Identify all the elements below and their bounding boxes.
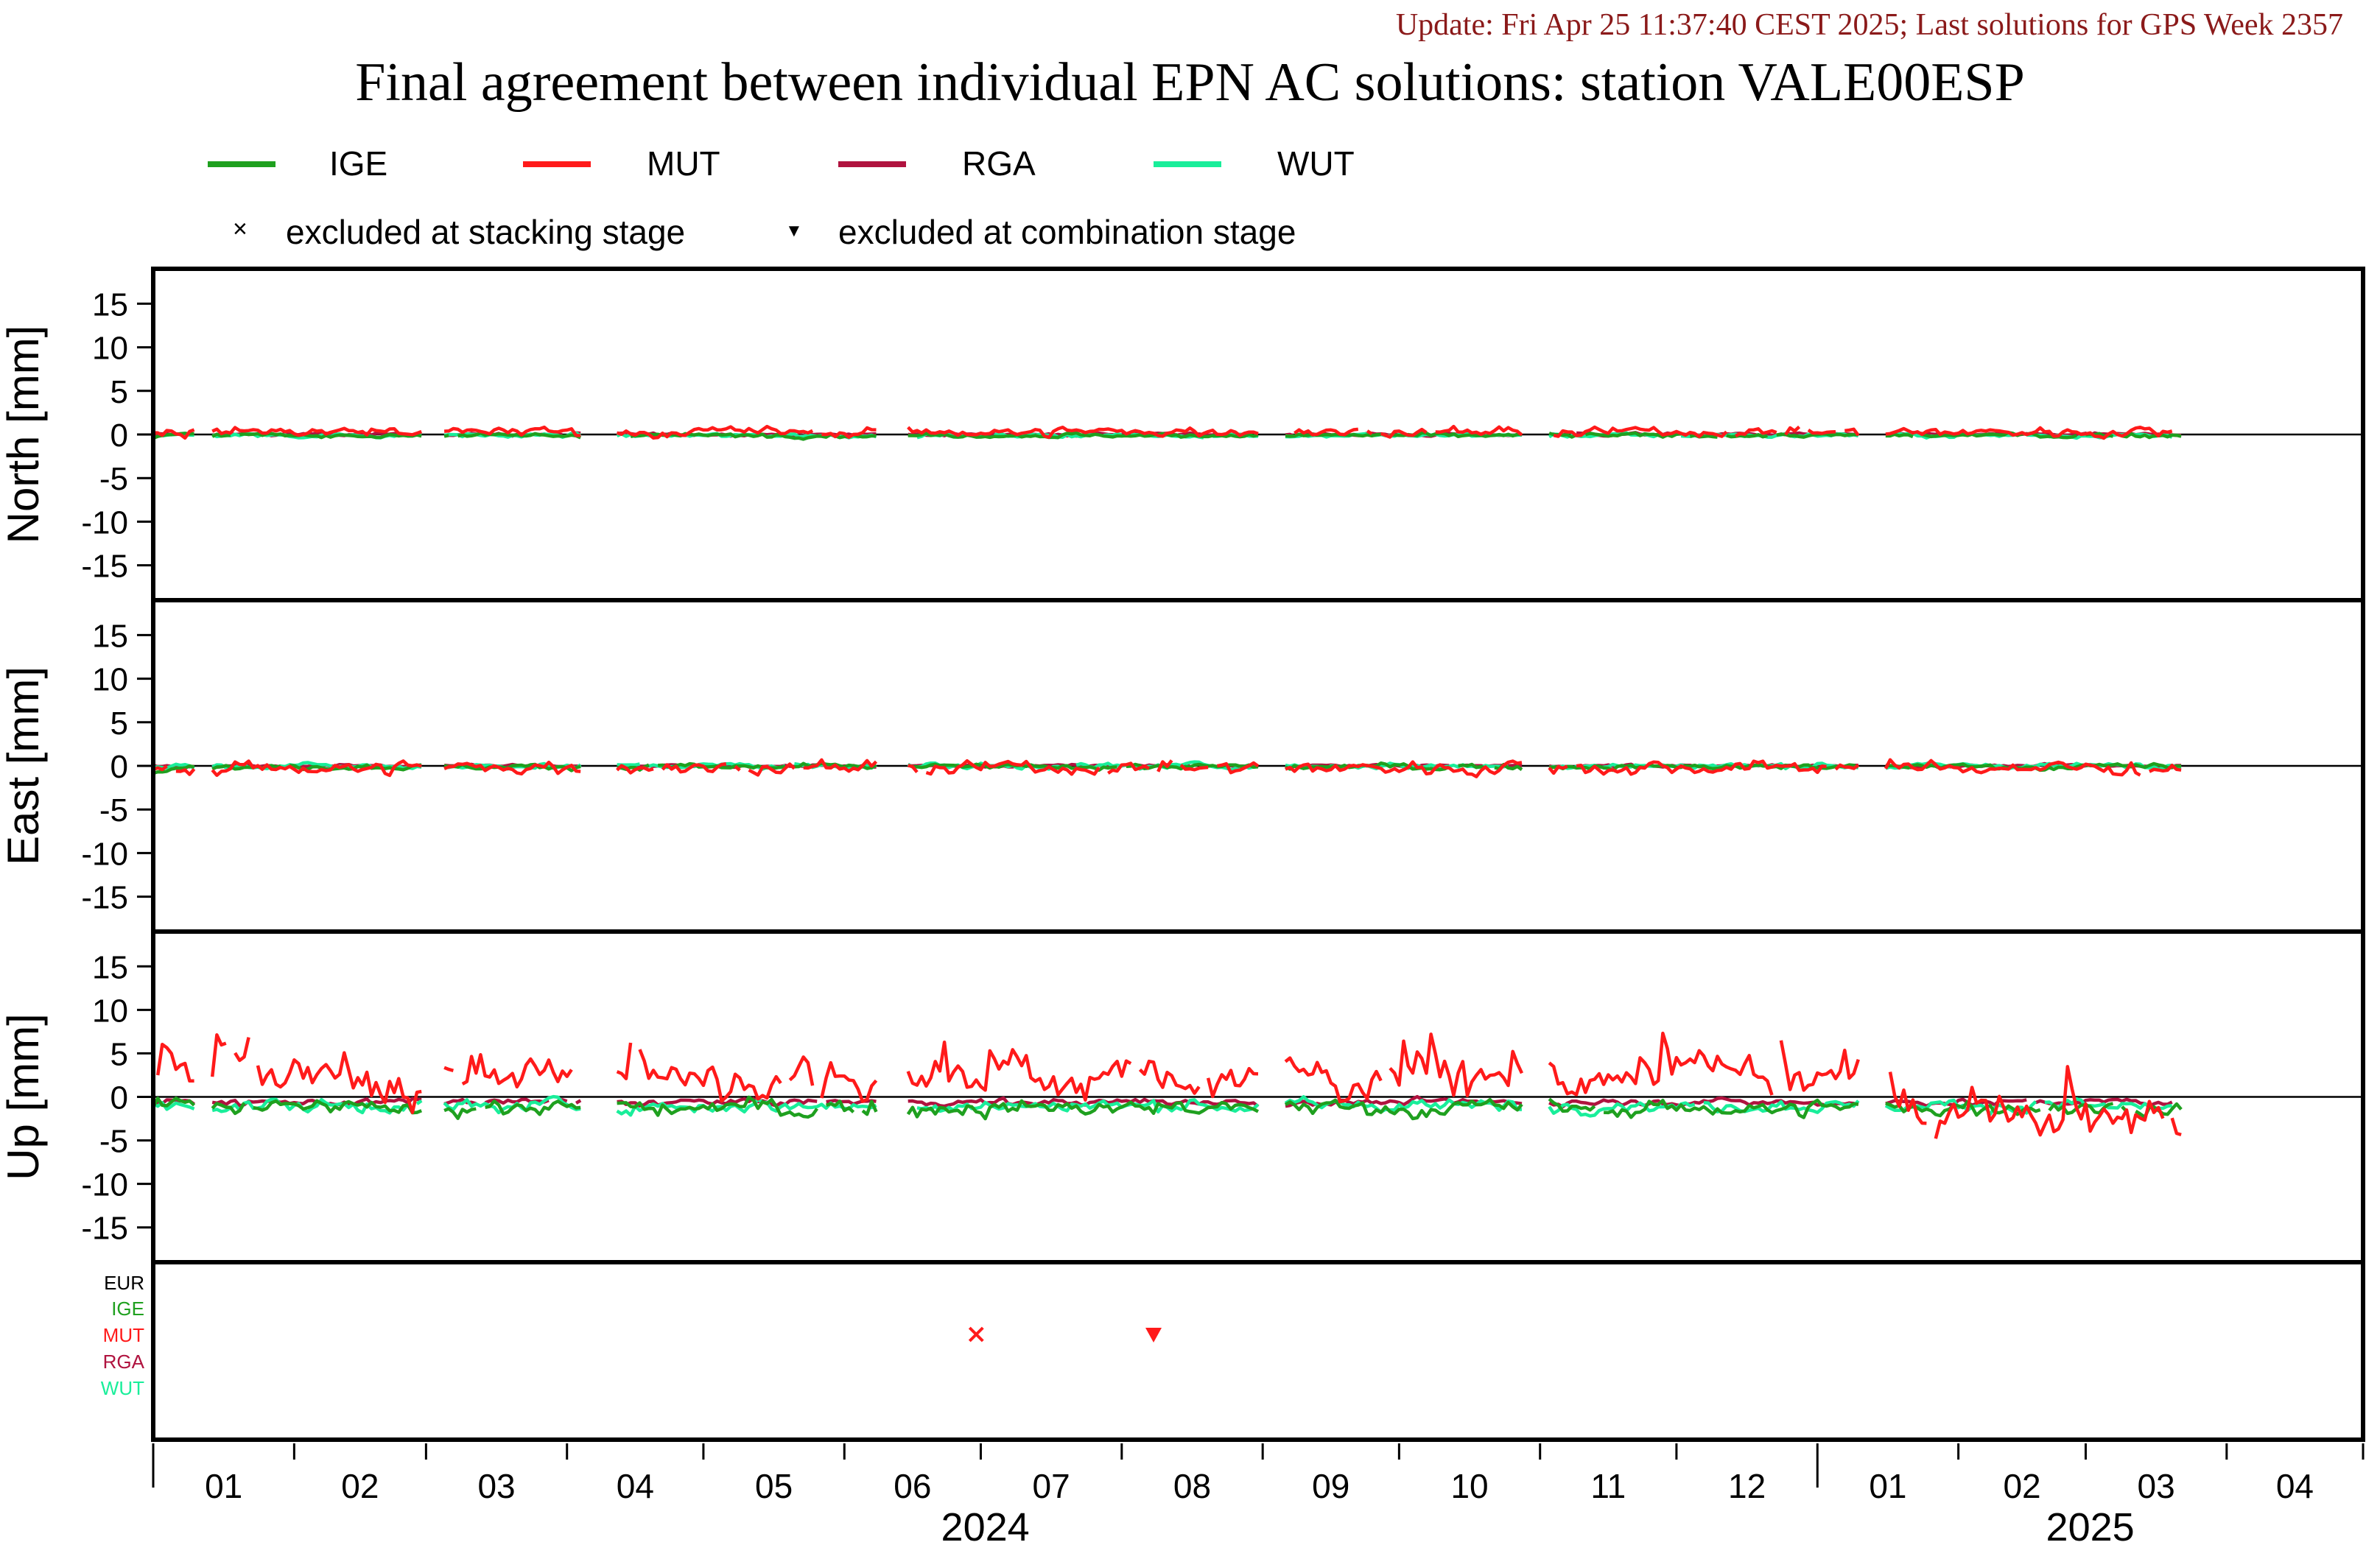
stacking-marker-label: excluded at stacking stage (286, 213, 686, 251)
y-tick-label: -10 (81, 504, 128, 541)
y-tick-label: 10 (92, 662, 128, 698)
y-tick-label: -10 (81, 1167, 128, 1203)
series-line-mut (155, 1031, 2182, 1139)
x-tick-label: 09 (1312, 1467, 1349, 1505)
x-tick-label: 10 (1450, 1467, 1488, 1505)
exclusion-label-eur: EUR (104, 1272, 144, 1294)
y-tick-label: -15 (81, 549, 128, 585)
exclusion-label-ige: IGE (111, 1298, 144, 1320)
y-axis-label: Up [mm] (0, 1013, 48, 1180)
y-tick-label: 15 (92, 618, 128, 654)
legend-label-mut: MUT (647, 144, 720, 183)
combination-marker-icon: ▼ (785, 221, 803, 241)
y-tick-label: -15 (81, 880, 128, 916)
legend-label-ige: IGE (329, 144, 388, 183)
series-line-ige (152, 1095, 2183, 1121)
y-tick-label: 10 (92, 331, 128, 367)
x-tick-label: 07 (1033, 1467, 1070, 1505)
exclusion-label-mut: MUT (103, 1324, 144, 1346)
series-line-mut (152, 758, 2182, 778)
y-tick-label: 0 (110, 749, 128, 785)
x-tick-label: 04 (617, 1467, 654, 1505)
y-tick-label: 0 (110, 418, 128, 454)
y-tick-label: 5 (110, 705, 128, 742)
legend-swatch-ige (208, 161, 275, 167)
x-year-label: 2024 (941, 1505, 1030, 1545)
y-tick-label: 5 (110, 374, 128, 410)
exclusion-label-wut: WUT (101, 1377, 144, 1399)
legend-swatch-mut (523, 161, 591, 167)
stacking-exclusion-marker (968, 1326, 984, 1342)
x-tick-label: 03 (2138, 1467, 2175, 1505)
y-tick-label: 0 (110, 1080, 128, 1116)
y-tick-label: -15 (81, 1211, 128, 1247)
x-tick-label: 11 (1590, 1467, 1626, 1505)
legend-label-rga: RGA (962, 144, 1036, 183)
x-tick-label: 01 (1869, 1467, 1906, 1505)
legend-label-wut: WUT (1277, 144, 1355, 183)
combination-marker-label: excluded at combination stage (838, 213, 1296, 251)
legend-swatch-rga (838, 161, 906, 167)
stacking-marker-icon: × (233, 215, 248, 243)
x-tick-label: 02 (341, 1467, 379, 1505)
exclusion-panel-frame (151, 1260, 2365, 1442)
y-tick-label: 15 (92, 286, 128, 323)
x-tick-label: 05 (755, 1467, 793, 1505)
exclusion-label-rga: RGA (103, 1351, 145, 1373)
x-tick-label: 01 (205, 1467, 242, 1505)
y-tick-label: 10 (92, 993, 128, 1029)
chart-title: Final agreement between individual EPN A… (355, 52, 2025, 113)
y-tick-label: -5 (99, 792, 128, 828)
x-tick-label: 12 (1728, 1467, 1766, 1505)
x-tick-label: 08 (1173, 1467, 1211, 1505)
y-axis-label: East [mm] (0, 666, 48, 865)
legend-swatch-wut (1154, 161, 1221, 167)
x-tick-label: 04 (2276, 1467, 2314, 1505)
y-tick-label: -5 (99, 1124, 128, 1160)
y-tick-label: -5 (99, 461, 128, 497)
x-tick-label: 02 (2003, 1467, 2040, 1505)
x-tick-label: 03 (477, 1467, 515, 1505)
update-timestamp: Update: Fri Apr 25 11:37:40 CEST 2025; L… (1395, 8, 2343, 42)
series-line-ige (152, 431, 2182, 441)
x-tick-label: 06 (894, 1467, 931, 1505)
combination-exclusion-marker (1145, 1328, 1162, 1342)
y-tick-label: 5 (110, 1036, 128, 1072)
y-axis-label: North [mm] (0, 325, 48, 544)
y-tick-label: 15 (92, 949, 128, 985)
y-tick-label: -10 (81, 836, 128, 872)
x-year-label: 2025 (2046, 1505, 2135, 1545)
